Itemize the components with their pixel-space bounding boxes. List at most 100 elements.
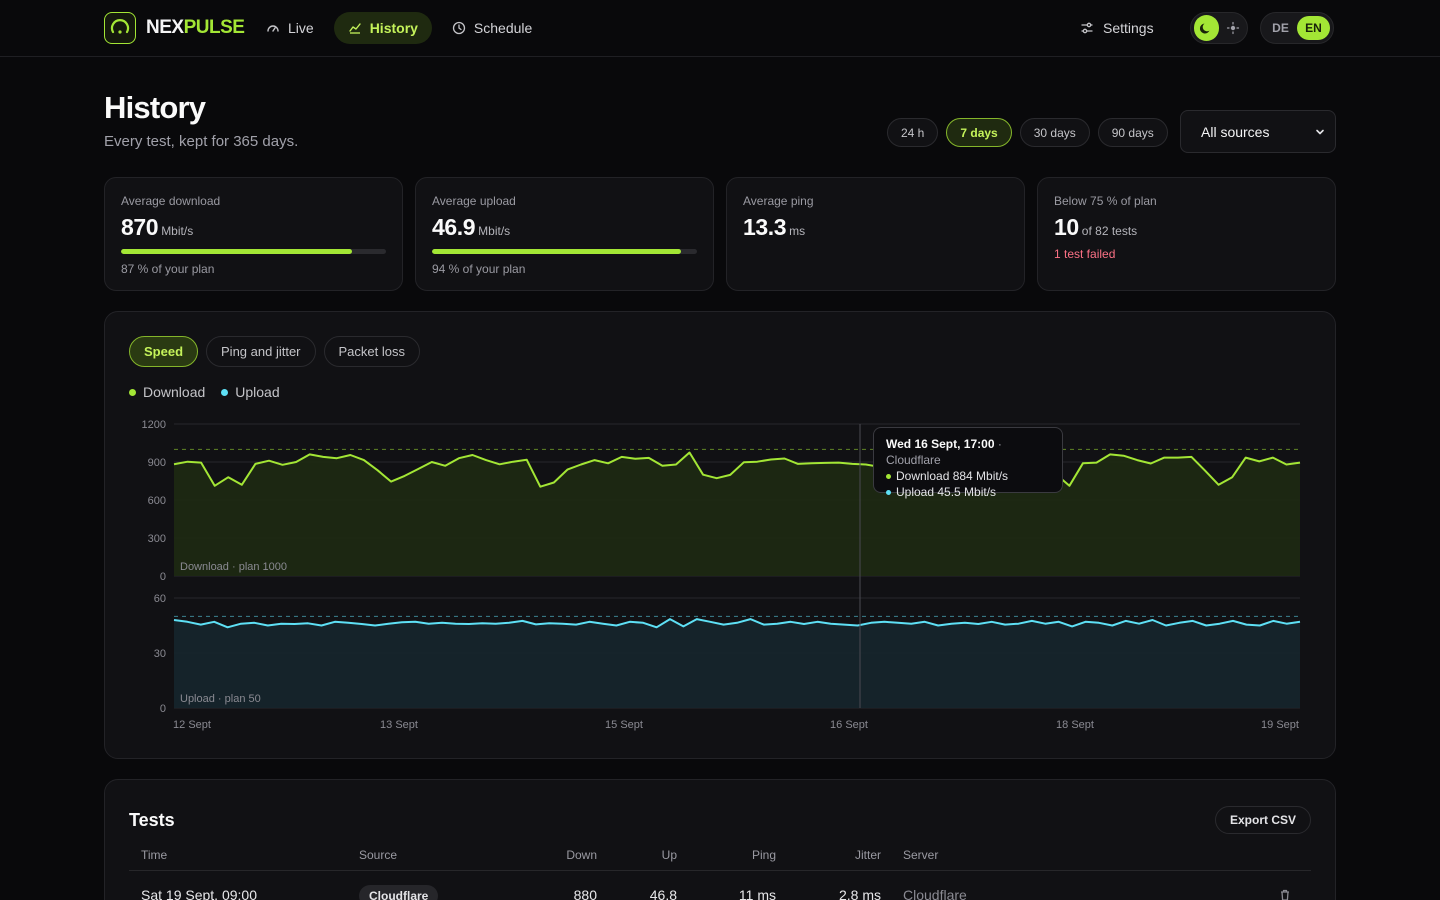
lang-en[interactable]: EN: [1297, 16, 1330, 40]
stat-unit: of 82 tests: [1081, 224, 1138, 238]
tab-packet-loss[interactable]: Packet loss: [323, 336, 420, 367]
nav-live[interactable]: Live: [252, 12, 328, 44]
tooltip-upload-row: Upload 45.5 Mbit/s: [886, 484, 1050, 500]
sliders-icon: [1081, 22, 1093, 34]
moon-icon[interactable]: [1194, 15, 1219, 41]
download-y-tick-label: 0: [160, 571, 166, 583]
upload-y-tick-label: 60: [154, 593, 166, 605]
chart-legend: Download Upload: [129, 384, 280, 400]
brand-name-part1: NEX: [146, 17, 184, 38]
upload-area: [174, 619, 1300, 708]
brand[interactable]: NEXPULSE: [104, 12, 245, 44]
stat-value: 870: [121, 214, 159, 240]
download-y-tick-label: 300: [148, 533, 166, 545]
stat-value-row: 10 of 82 tests: [1054, 214, 1319, 241]
tooltip-download-row: Download 884 Mbit/s: [886, 468, 1050, 484]
download-y-tick-label: 1200: [142, 419, 166, 431]
stat-note: 87 % of your plan: [121, 262, 215, 276]
stat-value-row: 13.3 ms: [743, 214, 1008, 241]
main-nav: Live History Schedule: [252, 12, 546, 44]
table-divider: [129, 870, 1311, 871]
stat-note: 94 % of your plan: [432, 262, 526, 276]
range-selector: 24 h 7 days 30 days 90 days: [887, 118, 1168, 147]
legend-download[interactable]: Download: [129, 384, 205, 400]
upload-series-line: [173, 618, 1301, 629]
x-tick-label: 18 Sept: [1056, 719, 1094, 731]
x-tick-label: 19 Sept: [1261, 719, 1299, 731]
row-ping: 11 ms: [738, 887, 776, 900]
download-series-line: [173, 451, 1301, 488]
upload-y-tick-label: 30: [154, 648, 166, 660]
stat-value: 13.3: [743, 214, 787, 240]
stat-card-download: Average download 870 Mbit/s 87 % of your …: [104, 177, 403, 291]
tooltip-title: Wed 16 Sept, 17:00 · Cloudflare: [886, 436, 1050, 468]
nav-history[interactable]: History: [333, 12, 432, 44]
stat-label: Average ping: [743, 194, 814, 208]
failed-tests-alert: 1 test failed: [1054, 247, 1116, 261]
row-source-badge: Cloudflare: [359, 885, 439, 900]
chart-tabs: Speed Ping and jitter Packet loss: [129, 336, 420, 367]
theme-toggle[interactable]: [1190, 12, 1248, 44]
row-jitter: 2.8 ms: [838, 887, 881, 900]
chevron-down-icon: [1316, 129, 1324, 134]
download-panel-label: Download · plan 1000: [180, 561, 287, 573]
x-tick-label: 16 Sept: [830, 719, 868, 731]
legend-upload-dot: [221, 388, 229, 396]
stat-value: 46.9: [432, 214, 476, 240]
col-ping[interactable]: Ping: [751, 848, 776, 862]
plan-progress-fill: [121, 249, 352, 254]
nav-history-label: History: [369, 20, 418, 36]
chart-line-icon: [348, 23, 361, 34]
row-time: Sat 19 Sept, 09:00: [141, 887, 257, 900]
stat-unit: Mbit/s: [161, 224, 194, 238]
stat-label: Average download: [121, 194, 221, 208]
download-y-tick-label: 900: [148, 457, 166, 469]
col-up[interactable]: Up: [661, 848, 677, 862]
col-jitter[interactable]: Jitter: [854, 848, 881, 862]
stat-unit: ms: [789, 224, 806, 238]
speed-chart[interactable]: 0 300 600 900 1200 Download · plan 1000 0 30 60 U…: [105, 312, 1337, 760]
row-server: Cloudflare: [903, 887, 967, 900]
legend-upload-label: Upload: [235, 384, 280, 400]
stat-unit: Mbit/s: [478, 224, 511, 238]
source-select[interactable]: All sources: [1180, 110, 1336, 153]
upload-panel-label: Upload · plan 50: [180, 693, 261, 705]
range-90d[interactable]: 90 days: [1097, 118, 1168, 147]
tab-ping-jitter[interactable]: Ping and jitter: [206, 336, 316, 367]
chart-panel: Speed Ping and jitter Packet loss Downlo…: [104, 311, 1336, 759]
settings-button[interactable]: Settings: [1080, 12, 1154, 44]
range-30d[interactable]: 30 days: [1019, 118, 1090, 147]
row-up: 46.8: [649, 887, 677, 900]
tooltip-upload-dot: [886, 489, 891, 495]
x-tick-label: 15 Sept: [605, 719, 643, 731]
tooltip-download: Download 884 Mbit/s: [896, 469, 1009, 483]
nav-schedule[interactable]: Schedule: [438, 12, 546, 44]
clock-icon: [452, 21, 466, 35]
plan-progress-fill: [432, 249, 682, 254]
col-time[interactable]: Time: [141, 848, 168, 862]
settings-label: Settings: [1103, 20, 1154, 36]
upload-y-tick-label: 0: [160, 703, 166, 715]
legend-upload[interactable]: Upload: [221, 384, 280, 400]
range-24h[interactable]: 24 h: [887, 118, 939, 147]
export-csv-button[interactable]: Export CSV: [1214, 806, 1311, 834]
col-source[interactable]: Source: [359, 848, 398, 862]
stat-card-below-plan: Below 75 % of plan 10 of 82 tests 1 test …: [1037, 177, 1336, 291]
stat-value-row: 870 Mbit/s: [121, 214, 386, 241]
tooltip-source: · Cloudflare: [886, 437, 1002, 467]
stat-value-row: 46.9 Mbit/s: [432, 214, 697, 241]
range-7d[interactable]: 7 days: [946, 118, 1012, 147]
gauge-icon: [267, 25, 279, 32]
language-switch: DE EN: [1260, 12, 1334, 44]
sun-icon[interactable]: [1223, 17, 1244, 39]
tooltip-time: Wed 16 Sept, 17:00: [886, 437, 995, 451]
lang-de[interactable]: DE: [1272, 21, 1289, 35]
stat-card-upload: Average upload 46.9 Mbit/s 94 % of your p…: [415, 177, 714, 291]
stat-value: 10: [1054, 214, 1079, 240]
tab-speed[interactable]: Speed: [129, 336, 199, 367]
legend-download-label: Download: [143, 384, 206, 400]
col-down[interactable]: Down: [566, 848, 597, 862]
trash-icon[interactable]: [1278, 888, 1292, 900]
col-server[interactable]: Server: [903, 848, 939, 862]
tests-panel: Tests Export CSV Time Source Down Up Pin…: [104, 779, 1336, 900]
